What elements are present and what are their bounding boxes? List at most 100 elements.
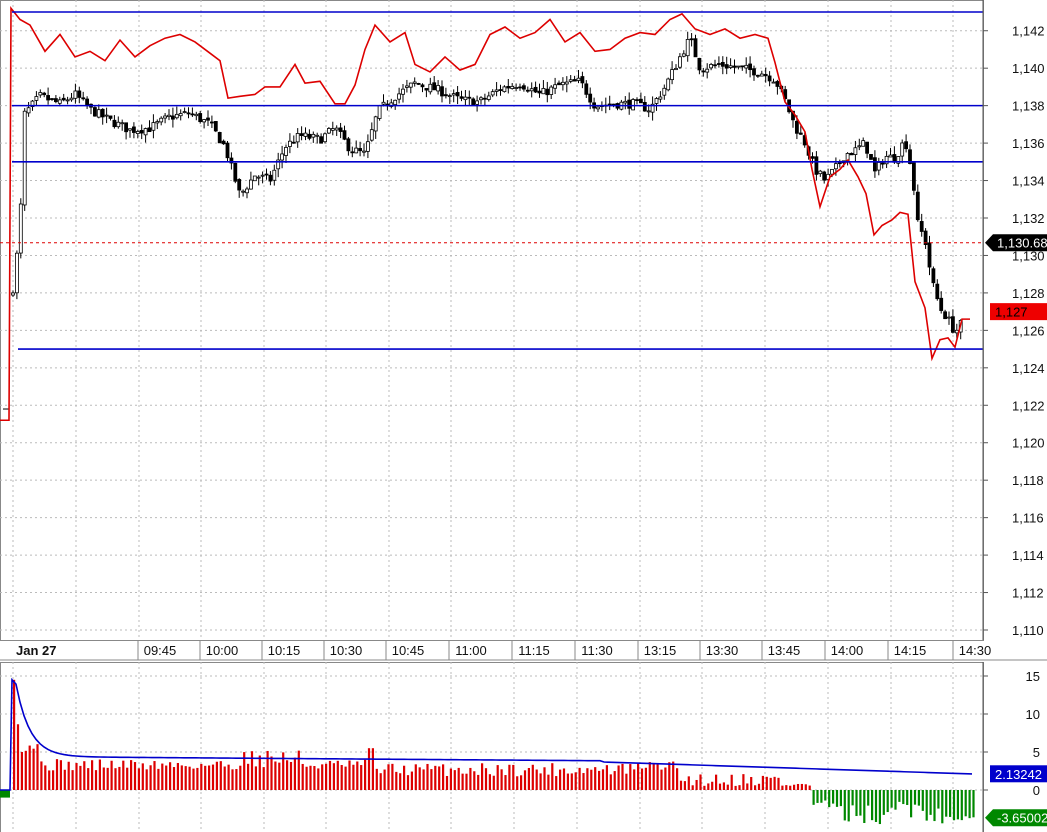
candle-body [369,129,374,141]
histogram-bar [442,764,445,790]
candle-body [584,83,589,95]
histogram-bar [761,775,764,790]
candle-body [849,152,854,156]
candle-body [580,76,585,84]
candle-body [724,64,729,69]
histogram-bar [481,763,484,790]
histogram-bar [293,757,296,790]
candle-body [549,86,554,95]
candle-body [479,97,483,101]
candle-body [650,103,655,113]
candle-body [186,112,191,115]
histogram-bar [871,790,874,821]
histogram-bar [63,769,66,790]
histogram-bar [855,790,858,817]
candle-body [334,127,339,131]
histogram-bar [157,768,160,790]
histogram-bar [297,750,300,790]
histogram-bar [266,750,269,790]
candle-body [740,65,745,68]
histogram-bar [945,790,948,817]
candle-body [440,86,444,97]
histogram-bar [586,768,589,790]
time-tick-label: 13:30 [706,643,739,658]
candle-body [888,154,893,158]
candle-body [96,109,101,118]
histogram-bar [598,770,601,790]
candle-body [276,159,281,170]
histogram-bar [36,744,39,790]
candle-body [471,98,476,106]
histogram-bar [578,767,581,790]
candle-body [697,57,702,71]
indicator-tick-label: 5 [1033,745,1040,760]
histogram-bar [933,790,936,822]
price-tick-label: 1,122 [1012,398,1045,413]
histogram-bar [106,767,109,790]
histogram-bar [566,773,569,790]
indicator-tick-label: 0 [1033,783,1040,798]
candle-body [77,90,82,98]
histogram-bar [972,790,975,818]
candle-body [108,115,113,119]
time-tick-label: 09:45 [144,643,177,658]
candle-body [34,96,39,101]
candle-body [736,65,741,68]
candle-body [57,99,62,104]
candle-body [299,133,304,136]
histogram-bar [527,768,530,790]
candle-body [42,92,47,96]
candle-body [163,115,168,119]
histogram-bar [668,762,671,790]
candle-body [65,99,70,102]
histogram-bar [847,790,850,822]
histogram-bar [24,750,27,790]
blue-line-badge: 2.13242 [995,767,1042,782]
histogram-bar [40,761,43,790]
candle-body [50,98,54,100]
candle-body [564,81,569,85]
candle-body [646,110,651,113]
candle-body [498,89,503,91]
candle-body [194,113,199,117]
candle-body [174,113,179,119]
candle-body [931,268,936,284]
histogram-bar [769,777,772,790]
histogram-bar [153,761,156,790]
histogram-bar [765,776,768,790]
price-tick-label: 1,120 [1012,436,1045,451]
histogram-bar [574,772,577,790]
histogram-bar [906,790,909,805]
time-x-axis: Jan 27 09:45 10:00 10:15 10:30 10:45 11:00 11:… [16,640,991,660]
histogram-bar [219,761,222,790]
candle-body [18,203,23,254]
candle-body [658,96,663,100]
histogram-bar [250,751,254,790]
histogram-bar [609,774,612,790]
histogram-bar [165,765,168,790]
histogram-bar [711,781,714,790]
histogram-bar [16,724,20,790]
histogram-bar [149,765,152,790]
candle-body [748,63,752,71]
candle-body [284,147,288,156]
histogram-bar [570,773,573,790]
price-y-axis: 1,142 1,140 1,138 1,136 1,134 1,132 1,130 1,128… [982,0,1045,640]
histogram-bar [512,764,515,790]
candle-body [873,157,877,172]
candle-body [167,114,171,118]
histogram-bar [644,767,647,790]
histogram-bar [890,790,893,808]
histogram-bar [835,790,839,807]
price-tick-label: 1,142 [1012,24,1045,39]
candle-body [623,100,628,104]
histogram-bar [656,763,659,790]
candle-body [693,38,698,58]
candle-body [662,87,667,96]
histogram-bar [375,768,378,790]
histogram-bar [820,790,823,803]
histogram-bar [208,765,211,790]
histogram-bar [913,790,917,805]
histogram-bar [551,763,554,790]
histogram-bar [477,774,480,790]
